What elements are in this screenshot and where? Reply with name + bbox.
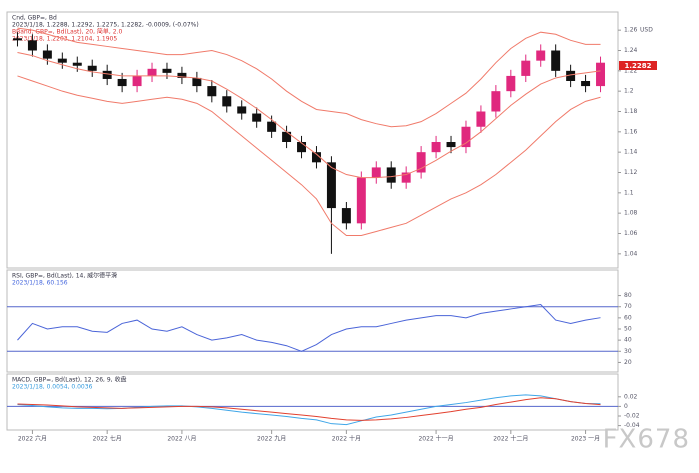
candle-body xyxy=(596,62,606,87)
candle-body xyxy=(566,70,576,81)
rsi-panel xyxy=(6,269,619,373)
y-tick-label: 1.1 xyxy=(624,189,634,196)
candle-body xyxy=(491,91,501,112)
y-tick-label: -0.02 xyxy=(624,413,640,420)
y-tick-label: 1.12 xyxy=(624,169,638,176)
price-title: Cnd, GBP=, Bd xyxy=(12,15,57,22)
y-tick-label: 1.22 xyxy=(624,67,638,74)
candle-body xyxy=(356,177,366,224)
y-tick-label: -0.04 xyxy=(624,422,640,429)
candle-body xyxy=(326,162,336,209)
indicator-line xyxy=(17,303,601,352)
candle-body xyxy=(147,68,157,76)
y-tick-label: 20 xyxy=(624,359,632,366)
candle-body xyxy=(252,113,262,122)
candle-body xyxy=(102,70,112,79)
candle-body xyxy=(521,60,531,76)
axis-label: USD xyxy=(640,27,653,34)
y-tick-label: 40 xyxy=(624,337,632,344)
y-tick-label: 1.18 xyxy=(624,108,638,115)
candle-body xyxy=(297,142,307,153)
candle-body xyxy=(27,40,37,51)
y-tick-label: 0 xyxy=(624,403,628,410)
x-tick-label: 2022 八月 xyxy=(167,436,196,443)
candle-body xyxy=(222,96,232,107)
y-tick-label: 1.08 xyxy=(624,210,638,217)
candle-body xyxy=(371,167,381,178)
band-line xyxy=(17,75,601,237)
candle-body xyxy=(416,152,426,173)
x-tick-label: 2023 一月 xyxy=(571,436,600,443)
y-tick-label: 0.02 xyxy=(624,393,638,400)
watermark: FX678 xyxy=(603,425,690,455)
y-tick-label: 50 xyxy=(624,326,632,333)
candle-body xyxy=(192,77,202,87)
rsi-subtitle: 2023/1/18, 60.156 xyxy=(12,280,68,287)
candle-body xyxy=(446,142,456,148)
price-subtitle: 2023/1/18, 1.2288, 1.2292, 1.2275, 1.228… xyxy=(12,22,199,29)
candle-body xyxy=(42,50,52,59)
band-line xyxy=(17,52,601,179)
candle-body xyxy=(341,208,351,224)
y-tick-label: 1.04 xyxy=(624,250,638,257)
macd-subtitle: 2023/1/18, 0.0054, 0.0036 xyxy=(12,384,93,391)
candle-body xyxy=(551,50,561,71)
candle-body xyxy=(72,62,82,66)
x-tick-label: 2022 九月 xyxy=(257,435,286,443)
candle-body xyxy=(581,81,591,87)
rsi-title: RSI, GBP=, Bd(Last), 14, 威尔德平滑 xyxy=(12,272,117,280)
candle-body xyxy=(237,106,247,114)
candle-body xyxy=(87,65,97,71)
band-line xyxy=(17,27,601,128)
x-tick-label: 2022 六月 xyxy=(18,435,47,443)
candle-body xyxy=(177,72,187,78)
y-tick-label: 1.2 xyxy=(624,88,634,95)
y-tick-label: 1.26 xyxy=(624,27,638,34)
candle-body xyxy=(282,131,292,142)
y-tick-label: 1.06 xyxy=(624,230,638,237)
candle-body xyxy=(401,172,411,183)
y-tick-label: 1.24 xyxy=(624,47,638,54)
candle-body xyxy=(207,86,217,97)
candle-body xyxy=(476,111,486,127)
price-panel xyxy=(6,11,619,269)
indicator-line xyxy=(17,397,601,421)
candle-body xyxy=(57,58,67,63)
price-tag xyxy=(619,61,657,70)
band-title: BBand, GBP=, Bd(Last), 20, 简单, 2.0 xyxy=(12,28,122,36)
macd-title: MACD, GBP=, Bd(Last), 12, 26, 9, 收盘 xyxy=(12,376,126,384)
y-tick-label: 1.14 xyxy=(624,149,638,156)
y-tick-label: 1.16 xyxy=(624,128,638,135)
candle-body xyxy=(162,68,172,73)
macd-panel xyxy=(6,373,619,431)
candle-body xyxy=(117,78,127,87)
candle-body xyxy=(506,75,516,92)
candle-body xyxy=(267,121,277,132)
x-tick-label: 2022 十一月 xyxy=(418,435,453,443)
candle-body xyxy=(12,38,22,41)
x-tick-label: 2022 十月 xyxy=(332,435,361,443)
price-tag-label: 1.2282 xyxy=(624,62,651,70)
candle-body xyxy=(536,50,546,61)
y-tick-label: 70 xyxy=(624,303,632,310)
candle-body xyxy=(431,142,441,153)
candle-body xyxy=(132,75,142,87)
y-tick-label: 80 xyxy=(624,292,632,299)
candle-body xyxy=(311,152,321,163)
x-tick-label: 2022 十二月 xyxy=(493,435,528,443)
y-tick-label: 30 xyxy=(624,348,632,355)
y-tick-label: 60 xyxy=(624,314,632,321)
candle-body xyxy=(386,167,396,183)
candle-body xyxy=(461,126,471,148)
x-tick-label: 2022 七月 xyxy=(93,435,122,443)
